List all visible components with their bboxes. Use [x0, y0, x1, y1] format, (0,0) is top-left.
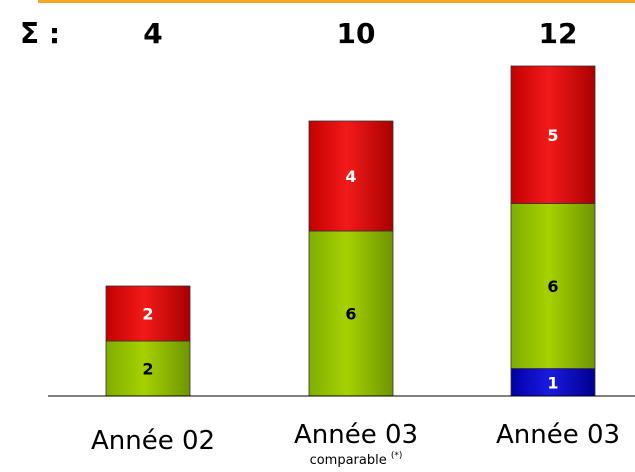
bar-segment-value: 5 — [547, 126, 558, 145]
category-label: Année 03 — [496, 420, 620, 450]
category-label: Année 03 — [294, 420, 418, 450]
bar-segment-value: 1 — [547, 373, 558, 392]
bar-total-label: 12 — [539, 17, 578, 50]
bar-segment — [308, 230, 394, 397]
category-label: Année 02 — [91, 426, 215, 456]
bar-segment-value: 4 — [345, 167, 356, 186]
category-sublabel: comparable (*) — [310, 451, 403, 468]
bar-segment — [510, 203, 596, 369]
category-sublabel-text: comparable — [310, 453, 391, 468]
category-sublabel-footnote: (*) — [391, 451, 403, 461]
bar-segment — [105, 285, 191, 342]
bars-group: 2 2 6 4 1 6 5 — [105, 65, 596, 397]
top-accent-rule — [38, 0, 635, 3]
sum-symbol-label: Σ : — [20, 17, 60, 50]
bar-segment-value: 2 — [142, 305, 153, 324]
bar-segment — [308, 120, 394, 232]
bar-segment-value: 6 — [345, 305, 356, 324]
bar-segment-value: 6 — [547, 277, 558, 296]
totals-row: 4 10 12 — [143, 17, 577, 50]
bar-total-label: 4 — [143, 17, 162, 50]
bar-total-label: 10 — [337, 17, 376, 50]
bar-segment-value: 2 — [142, 360, 153, 379]
bar-segment — [510, 65, 596, 204]
